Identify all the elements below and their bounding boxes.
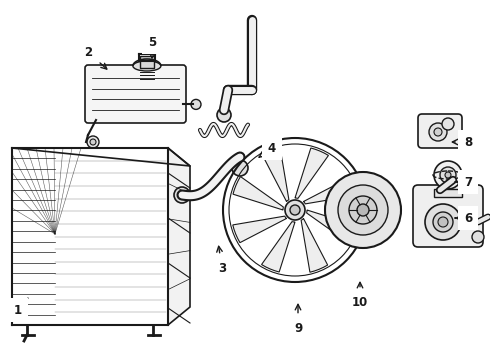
Circle shape	[325, 172, 401, 248]
Circle shape	[434, 161, 462, 189]
Polygon shape	[307, 210, 357, 243]
Text: 1: 1	[14, 298, 28, 316]
Polygon shape	[262, 222, 295, 272]
Circle shape	[90, 139, 96, 145]
Circle shape	[440, 167, 456, 183]
Circle shape	[191, 99, 201, 109]
Circle shape	[429, 123, 447, 141]
Circle shape	[434, 128, 442, 136]
Circle shape	[290, 205, 300, 215]
Circle shape	[217, 108, 231, 122]
Polygon shape	[295, 148, 328, 198]
Circle shape	[425, 204, 461, 240]
Circle shape	[445, 172, 451, 178]
Text: 10: 10	[352, 282, 368, 309]
Text: 3: 3	[217, 246, 226, 274]
Bar	[434, 189, 462, 197]
Polygon shape	[303, 177, 357, 204]
FancyBboxPatch shape	[413, 185, 483, 247]
Polygon shape	[262, 148, 289, 202]
Ellipse shape	[133, 61, 161, 71]
Circle shape	[285, 200, 305, 220]
Text: 2: 2	[84, 45, 107, 69]
Circle shape	[338, 185, 388, 235]
Polygon shape	[301, 219, 328, 272]
FancyBboxPatch shape	[418, 114, 462, 148]
Circle shape	[232, 160, 248, 176]
Text: 8: 8	[452, 135, 472, 148]
Text: 5: 5	[148, 36, 156, 58]
Circle shape	[438, 217, 448, 227]
Circle shape	[87, 136, 99, 148]
Text: 7: 7	[455, 175, 472, 189]
Circle shape	[357, 204, 369, 216]
Polygon shape	[233, 176, 283, 210]
Polygon shape	[168, 148, 190, 325]
Text: 6: 6	[455, 211, 472, 225]
Circle shape	[472, 231, 484, 243]
Text: 4: 4	[259, 141, 276, 157]
Bar	[140, 56, 154, 68]
Circle shape	[174, 187, 190, 203]
Circle shape	[349, 196, 377, 224]
Text: 9: 9	[294, 304, 302, 334]
Polygon shape	[233, 216, 287, 243]
Circle shape	[442, 118, 454, 130]
Circle shape	[433, 212, 453, 232]
FancyBboxPatch shape	[85, 65, 186, 123]
